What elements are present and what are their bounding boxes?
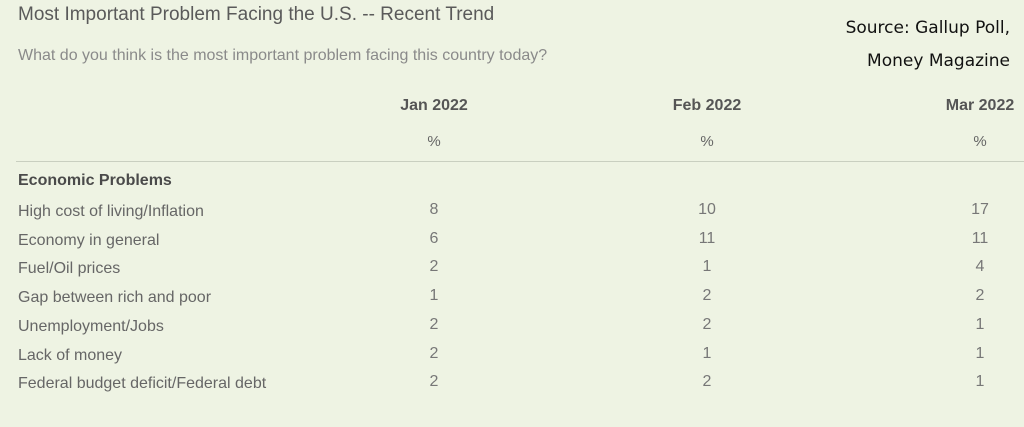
header-divider [16, 161, 1024, 162]
table-cell: 2 [702, 315, 712, 333]
table-cell: 10 [698, 201, 716, 218]
column-header-mar: Mar 2022 [945, 97, 1015, 114]
row-label: Unemployment/Jobs [18, 317, 164, 335]
column-header-jan: Jan 2022 [400, 97, 468, 114]
table-cell: 11 [698, 229, 716, 247]
chart-title: Most Important Problem Facing the U.S. -… [18, 4, 495, 25]
table-cell: 6 [429, 229, 439, 247]
source-note: Source: Gallup Poll, Money Magazine [846, 12, 1010, 78]
source-line-2: Money Magazine [867, 51, 1010, 71]
table-cell: 11 [971, 229, 989, 247]
table-cell: 2 [702, 373, 712, 391]
table-cell: 1 [975, 315, 985, 333]
row-label: Fuel/Oil prices [18, 260, 121, 278]
table-cell: 1 [702, 258, 712, 276]
table-cell: 17 [971, 201, 989, 218]
row-label: High cost of living/Inflation [18, 203, 204, 220]
table-cell: 1 [975, 344, 985, 362]
table-cell: 2 [429, 344, 439, 362]
table-cell: 1 [975, 373, 985, 391]
table-cell: 2 [429, 315, 439, 333]
row-label: Gap between rich and poor [18, 289, 212, 307]
unit-label-mar: % [973, 133, 987, 150]
section-heading: Economic Problems [18, 172, 172, 189]
table-cell: 2 [975, 287, 985, 305]
table-cell: 1 [702, 344, 712, 362]
unit-label-jan: % [427, 133, 441, 150]
row-label: Federal budget deficit/Federal debt [18, 375, 267, 393]
column-header-feb: Feb 2022 [672, 97, 742, 114]
table-cell: 2 [429, 373, 439, 391]
table-cell: 8 [429, 201, 439, 218]
table-cell: 2 [702, 287, 712, 305]
row-label: Lack of money [18, 346, 123, 364]
table-cell: 1 [429, 287, 439, 305]
table-cell: 4 [975, 258, 985, 276]
source-line-1: Source: Gallup Poll, [845, 18, 1010, 38]
table-cell: 2 [429, 258, 439, 276]
chart-subtitle: What do you think is the most important … [18, 47, 548, 64]
unit-label-feb: % [700, 133, 714, 150]
row-label: Economy in general [18, 231, 160, 249]
